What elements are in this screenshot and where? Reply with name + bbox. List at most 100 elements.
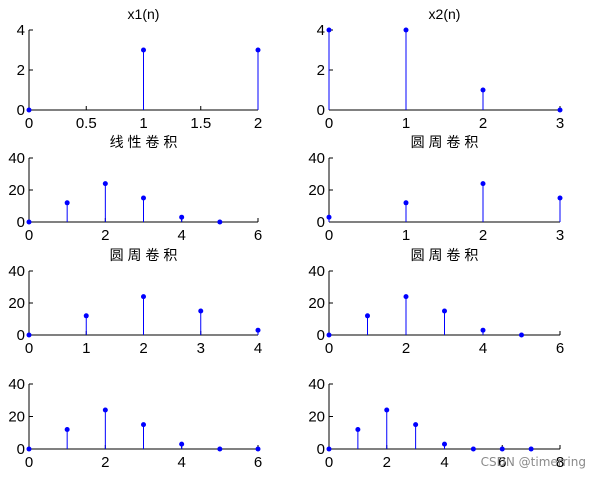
y-tick-label: 0 <box>317 327 325 344</box>
y-tick-label: 0 <box>317 441 325 458</box>
subplot-title: x2(n) <box>429 6 461 22</box>
x-tick-label: 3 <box>556 115 564 132</box>
y-tick-label: 20 <box>8 295 25 312</box>
stem-marker <box>141 195 146 201</box>
x-tick-label: 0 <box>25 454 33 471</box>
y-tick-label: 40 <box>8 376 25 393</box>
subplot-title: x1(n) <box>128 6 160 22</box>
stem-marker <box>365 313 370 319</box>
x-tick-label: 6 <box>556 340 564 357</box>
stem-marker <box>326 27 332 33</box>
x-tick-label: 1 <box>402 227 410 244</box>
stem-marker <box>64 427 70 432</box>
subplot-title: 圆 周 卷 积 <box>411 134 479 150</box>
subplot-title: 圆 周 卷 积 <box>411 247 479 263</box>
stem-marker <box>141 422 146 428</box>
stem-marker <box>198 308 204 314</box>
y-tick-label: 0 <box>317 102 325 119</box>
stem-marker <box>102 407 108 413</box>
subplot-2: 0 1 2 3 0 2 4 x2(n) <box>317 6 565 132</box>
x-tick-label: 3 <box>197 340 205 357</box>
x-tick-label: 6 <box>254 454 262 471</box>
x-tick-label: 2 <box>101 454 109 471</box>
x-tick-label: 4 <box>177 227 185 244</box>
stem-marker <box>64 200 70 206</box>
stem-marker <box>403 27 409 33</box>
y-tick-label: 40 <box>308 376 325 393</box>
stem-marker <box>326 214 332 220</box>
stem-marker <box>255 47 261 53</box>
y-tick-label: 0 <box>17 214 25 231</box>
stem-marker <box>519 332 524 338</box>
y-tick-label: 0 <box>317 214 325 231</box>
stem-marker <box>26 107 32 113</box>
x-tick-label: 8 <box>556 454 564 471</box>
y-tick-label: 20 <box>8 182 25 199</box>
stem-marker <box>326 446 332 452</box>
x-tick-label: 0 <box>25 227 33 244</box>
x-tick-label: 1 <box>82 340 90 357</box>
y-tick-label: 2 <box>317 62 325 79</box>
y-tick-label: 4 <box>17 22 25 39</box>
stem-marker <box>141 294 146 300</box>
y-tick-label: 0 <box>17 441 25 458</box>
y-tick-label: 40 <box>308 150 325 167</box>
stem-marker <box>255 446 261 452</box>
y-tick-label: 20 <box>308 409 325 426</box>
stem-marker <box>179 441 185 447</box>
x-tick-label: 0.5 <box>76 115 97 132</box>
stem-marker <box>26 332 32 338</box>
y-tick-label: 40 <box>8 263 25 280</box>
stem-marker <box>355 427 361 432</box>
x-tick-label: 2 <box>254 115 262 132</box>
stem-marker <box>141 47 146 53</box>
stem-marker <box>102 181 108 187</box>
x-tick-label: 4 <box>254 340 262 357</box>
subplot-6: 0 2 4 6 0 20 40 圆 周 卷 积 <box>308 247 564 357</box>
stem-marker <box>179 214 185 220</box>
stem-marker <box>26 446 32 452</box>
x-tick-label: 2 <box>479 227 487 244</box>
subplot-3: 0 2 4 6 0 20 40 线 性 卷 积 <box>8 134 262 244</box>
stem-marker <box>557 107 563 113</box>
y-tick-label: 40 <box>8 150 25 167</box>
subplot-4: 0 1 2 3 0 20 40 圆 周 卷 积 <box>308 134 564 244</box>
x-tick-label: 3 <box>556 227 564 244</box>
y-tick-label: 0 <box>17 102 25 119</box>
stem-marker <box>470 446 476 452</box>
stem-marker <box>480 87 486 93</box>
stem-marker <box>413 422 419 428</box>
stem-marker <box>384 407 390 413</box>
stem-marker <box>26 219 32 225</box>
stem-marker <box>557 195 563 201</box>
subplot-1: 0 0.5 1 1.5 2 0 2 4 x1(n) <box>17 6 263 132</box>
stem-marker <box>326 332 332 338</box>
subplot-title: 线 性 卷 积 <box>110 134 178 150</box>
x-tick-label: 1 <box>139 115 147 132</box>
x-tick-label: 0 <box>25 115 33 132</box>
x-tick-label: 2 <box>139 340 147 357</box>
x-tick-label: 2 <box>101 227 109 244</box>
x-tick-label: 0 <box>325 340 333 357</box>
stem-marker <box>217 219 223 225</box>
x-tick-label: 6 <box>254 227 262 244</box>
y-tick-label: 20 <box>308 182 325 199</box>
y-tick-label: 40 <box>308 263 325 280</box>
x-tick-label: 0 <box>25 340 33 357</box>
stem-marker <box>255 327 261 333</box>
subplot-title: 圆 周 卷 积 <box>110 247 178 263</box>
stem-marker <box>403 294 409 300</box>
watermark: CSDN @timerring <box>480 455 586 469</box>
x-tick-label: 0 <box>325 454 333 471</box>
y-tick-label: 0 <box>17 327 25 344</box>
stem-marker <box>83 313 89 319</box>
x-tick-label: 2 <box>479 115 487 132</box>
y-tick-label: 20 <box>8 409 25 426</box>
y-tick-label: 4 <box>317 22 325 39</box>
stem-marker <box>480 327 486 333</box>
x-tick-label: 6 <box>498 454 506 471</box>
stem-marker <box>403 200 409 206</box>
x-tick-label: 4 <box>440 454 448 471</box>
